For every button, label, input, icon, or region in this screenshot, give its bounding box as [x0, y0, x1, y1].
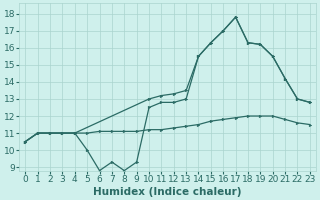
- X-axis label: Humidex (Indice chaleur): Humidex (Indice chaleur): [93, 187, 242, 197]
